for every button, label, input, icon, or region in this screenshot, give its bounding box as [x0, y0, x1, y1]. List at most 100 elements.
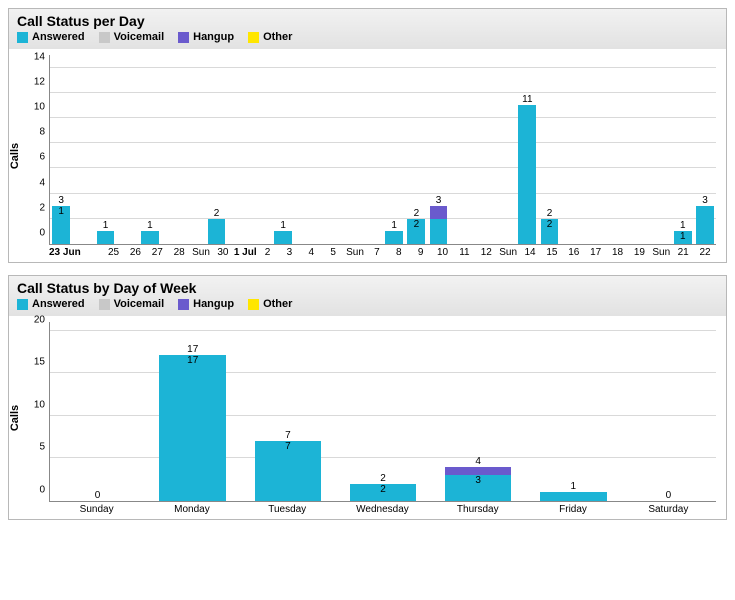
legend-item-other: Other	[248, 31, 292, 43]
x-tick: 16	[563, 247, 585, 258]
bar-stack: 1	[385, 231, 403, 244]
bar-slot	[228, 55, 250, 244]
bar-slot	[472, 55, 494, 244]
bar-slot	[361, 55, 383, 244]
bar-stack: 11	[674, 231, 692, 244]
y-tick: 6	[39, 152, 50, 163]
y-tick: 8	[39, 127, 50, 138]
bar-total-label: 3	[58, 195, 64, 206]
bar-segment-answered	[97, 231, 115, 244]
bar-stack: 1717	[159, 355, 226, 501]
bar-inner-label: 2	[414, 220, 420, 230]
bar-slot	[161, 55, 183, 244]
x-tick: Monday	[144, 504, 239, 515]
legend-item-voicemail: Voicemail	[99, 298, 165, 310]
bar-stack: 1	[274, 231, 292, 244]
x-tick: 10	[432, 247, 454, 258]
bar-slot	[450, 55, 472, 244]
x-tick: 18	[607, 247, 629, 258]
y-tick: 5	[39, 442, 50, 453]
y-tick: 0	[39, 228, 50, 239]
legend: AnsweredVoicemailHangupOther	[17, 29, 718, 47]
bar-segment-answered	[208, 219, 226, 244]
legend-label: Answered	[32, 298, 85, 310]
chart-panel-by-weekday: Call Status by Day of Week AnsweredVoice…	[8, 275, 727, 520]
bar-slot: 43	[431, 322, 526, 501]
x-tick: 17	[585, 247, 607, 258]
bar-inner-label: 17	[187, 356, 198, 366]
bar-slot: 1	[383, 55, 405, 244]
bar-segment-answered	[385, 231, 403, 244]
bar-slot: 1	[526, 322, 621, 501]
bar-slot	[250, 55, 272, 244]
bar-stack: 22	[541, 219, 559, 244]
bar-total-label: 1	[570, 481, 576, 492]
x-tick: 27	[146, 247, 168, 258]
bar-slot	[561, 55, 583, 244]
bar-slot: 22	[538, 55, 560, 244]
y-tick: 12	[34, 76, 50, 87]
bar-total-label: 2	[547, 208, 553, 219]
bar-segment-answered	[540, 492, 607, 501]
x-tick: Thursday	[430, 504, 525, 515]
bars-container: 0171777224310	[50, 322, 716, 501]
bar-slot: 11	[672, 55, 694, 244]
bar-segment-answered	[430, 219, 448, 244]
panel-header: Call Status by Day of Week AnsweredVoice…	[9, 276, 726, 316]
bar-slot	[583, 55, 605, 244]
bar-segment-answered	[696, 206, 714, 244]
y-tick: 10	[34, 102, 50, 113]
bar-total-label: 0	[95, 490, 101, 501]
bar-inner-label: 1	[680, 232, 686, 242]
bar-stack: 1	[141, 231, 159, 244]
other-swatch	[248, 32, 259, 43]
bar-total-label: 1	[280, 220, 286, 231]
x-tick: 30	[212, 247, 234, 258]
legend-label: Voicemail	[114, 31, 165, 43]
voicemail-swatch	[99, 299, 110, 310]
bar-total-label: 1	[680, 220, 686, 231]
bar-stack: 77	[255, 441, 322, 501]
bar-slot: 1	[272, 55, 294, 244]
bars-container: 31112112231122113	[50, 55, 716, 244]
legend-label: Voicemail	[114, 298, 165, 310]
bar-slot: 1	[139, 55, 161, 244]
bar-stack: 3	[430, 206, 448, 244]
y-axis-label: Calls	[9, 404, 21, 430]
bar-slot	[72, 55, 94, 244]
x-tick: 15	[541, 247, 563, 258]
x-tick: 7	[366, 247, 388, 258]
bar-slot	[339, 55, 361, 244]
x-tick: 14	[519, 247, 541, 258]
x-tick: 21	[672, 247, 694, 258]
legend-item-other: Other	[248, 298, 292, 310]
legend-item-answered: Answered	[17, 31, 85, 43]
x-tick: 11	[453, 247, 475, 258]
chart-title: Call Status per Day	[17, 13, 718, 29]
plot-area: 0246810121431112112231122113	[49, 55, 716, 245]
bar-slot	[494, 55, 516, 244]
legend-item-answered: Answered	[17, 298, 85, 310]
x-tick: 8	[388, 247, 410, 258]
bar-slot: 22	[335, 322, 430, 501]
x-tick: 23 Jun	[49, 247, 81, 258]
bar-total-label: 3	[436, 195, 442, 206]
chart-body: Calls 0246810121431112112231122113 23 Ju…	[9, 49, 726, 262]
bar-segment-answered	[518, 105, 536, 244]
bar-slot: 3	[694, 55, 716, 244]
x-tick: 2	[257, 247, 279, 258]
hangup-swatch	[178, 299, 189, 310]
bar-total-label: 2	[214, 208, 220, 219]
bar-slot	[294, 55, 316, 244]
bar-total-label: 1	[103, 220, 109, 231]
bar-slot: 11	[516, 55, 538, 244]
bar-total-label: 2	[414, 208, 420, 219]
y-tick: 4	[39, 177, 50, 188]
y-tick: 2	[39, 202, 50, 213]
bar-slot: 2	[205, 55, 227, 244]
bar-stack: 43	[445, 467, 512, 501]
y-tick: 10	[34, 399, 50, 410]
y-tick: 14	[34, 51, 50, 62]
bar-slot	[605, 55, 627, 244]
bar-total-label: 1	[147, 220, 153, 231]
